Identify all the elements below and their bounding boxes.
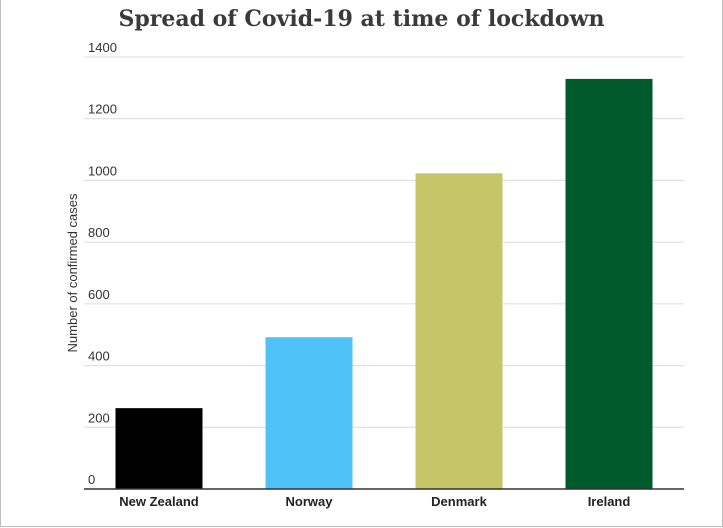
x-tick-label-norway: Norway xyxy=(286,494,334,509)
bar-ireland xyxy=(565,78,653,489)
y-tick-label-400: 400 xyxy=(88,349,110,364)
y-tick-label-1200: 1200 xyxy=(88,102,117,117)
x-tick-label-ireland: Ireland xyxy=(588,494,631,509)
y-axis-label: Number of confirmed cases xyxy=(65,193,80,352)
x-tick-label-new-zealand: New Zealand xyxy=(119,494,199,509)
x-tick-label-denmark: Denmark xyxy=(431,494,487,509)
bar-norway xyxy=(265,337,353,489)
x-axis-ticks: New Zealand Norway Denmark Ireland xyxy=(119,494,630,509)
y-tick-label-1000: 1000 xyxy=(88,163,117,178)
bars xyxy=(115,78,653,489)
y-tick-label-800: 800 xyxy=(88,225,110,240)
y-tick-label-600: 600 xyxy=(88,287,110,302)
y-tick-label-200: 200 xyxy=(88,410,110,425)
y-tick-label-1400: 1400 xyxy=(88,40,117,55)
bar-new-zealand xyxy=(115,408,203,489)
y-tick-label-0: 0 xyxy=(88,472,95,487)
y-axis-ticks: 0 200 400 600 800 1000 1200 1400 xyxy=(88,40,117,487)
chart-title: Spread of Covid-19 at time of lockdown xyxy=(118,6,605,32)
bar-denmark xyxy=(415,173,503,489)
